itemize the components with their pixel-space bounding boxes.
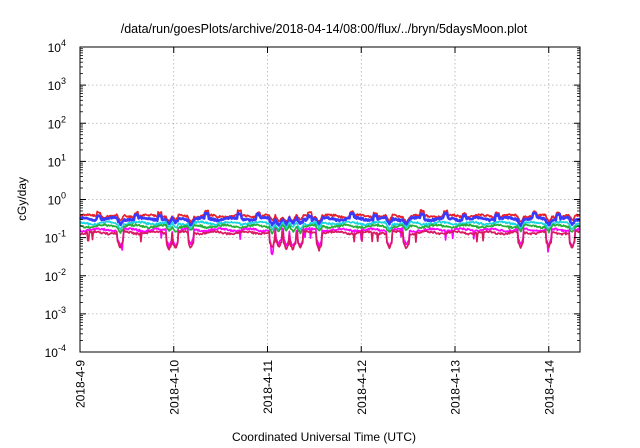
- y-tick-label: 10-2: [45, 267, 66, 284]
- chart-title: /data/run/goesPlots/archive/2018-04-14/0…: [121, 22, 528, 36]
- x-tick-label: 2018-4-12: [355, 360, 369, 415]
- series-line-1: [79, 209, 581, 225]
- series-line-5: [79, 226, 581, 256]
- y-tick-label: 100: [48, 191, 66, 208]
- series-line-2: [79, 211, 581, 228]
- x-tick-label: 2018-4-11: [261, 360, 275, 414]
- y-tick-label: 101: [48, 152, 66, 169]
- series-line-6: [79, 229, 581, 252]
- series-layer: [79, 209, 581, 256]
- y-tick-label: 102: [48, 114, 66, 131]
- grid-lines: [80, 47, 580, 352]
- y-axis-label: cGy/day: [15, 177, 29, 221]
- y-tick-label: 10-1: [45, 229, 66, 246]
- x-tick-label: 2018-4-14: [542, 360, 556, 415]
- x-tick-label: 2018-4-10: [167, 360, 181, 415]
- x-axis-ticks: 2018-4-9 2018-4-10 2018-4-11 2018-4-12 2018-…: [74, 47, 556, 415]
- series-line-3: [79, 220, 581, 231]
- y-tick-label: 104: [48, 38, 66, 55]
- x-tick-label: 2018-4-9: [74, 360, 88, 408]
- y-tick-label: 10-4: [45, 343, 66, 360]
- y-tick-label: 103: [48, 76, 66, 93]
- x-tick-label: 2018-4-13: [449, 360, 463, 415]
- series-line-4: [79, 223, 581, 235]
- x-axis-label: Coordinated Universal Time (UTC): [232, 430, 416, 444]
- y-axis-ticks: 10-4 10-3 10-2 10-1 100 101 102 103 104: [45, 38, 580, 360]
- y-tick-label: 10-3: [45, 305, 66, 322]
